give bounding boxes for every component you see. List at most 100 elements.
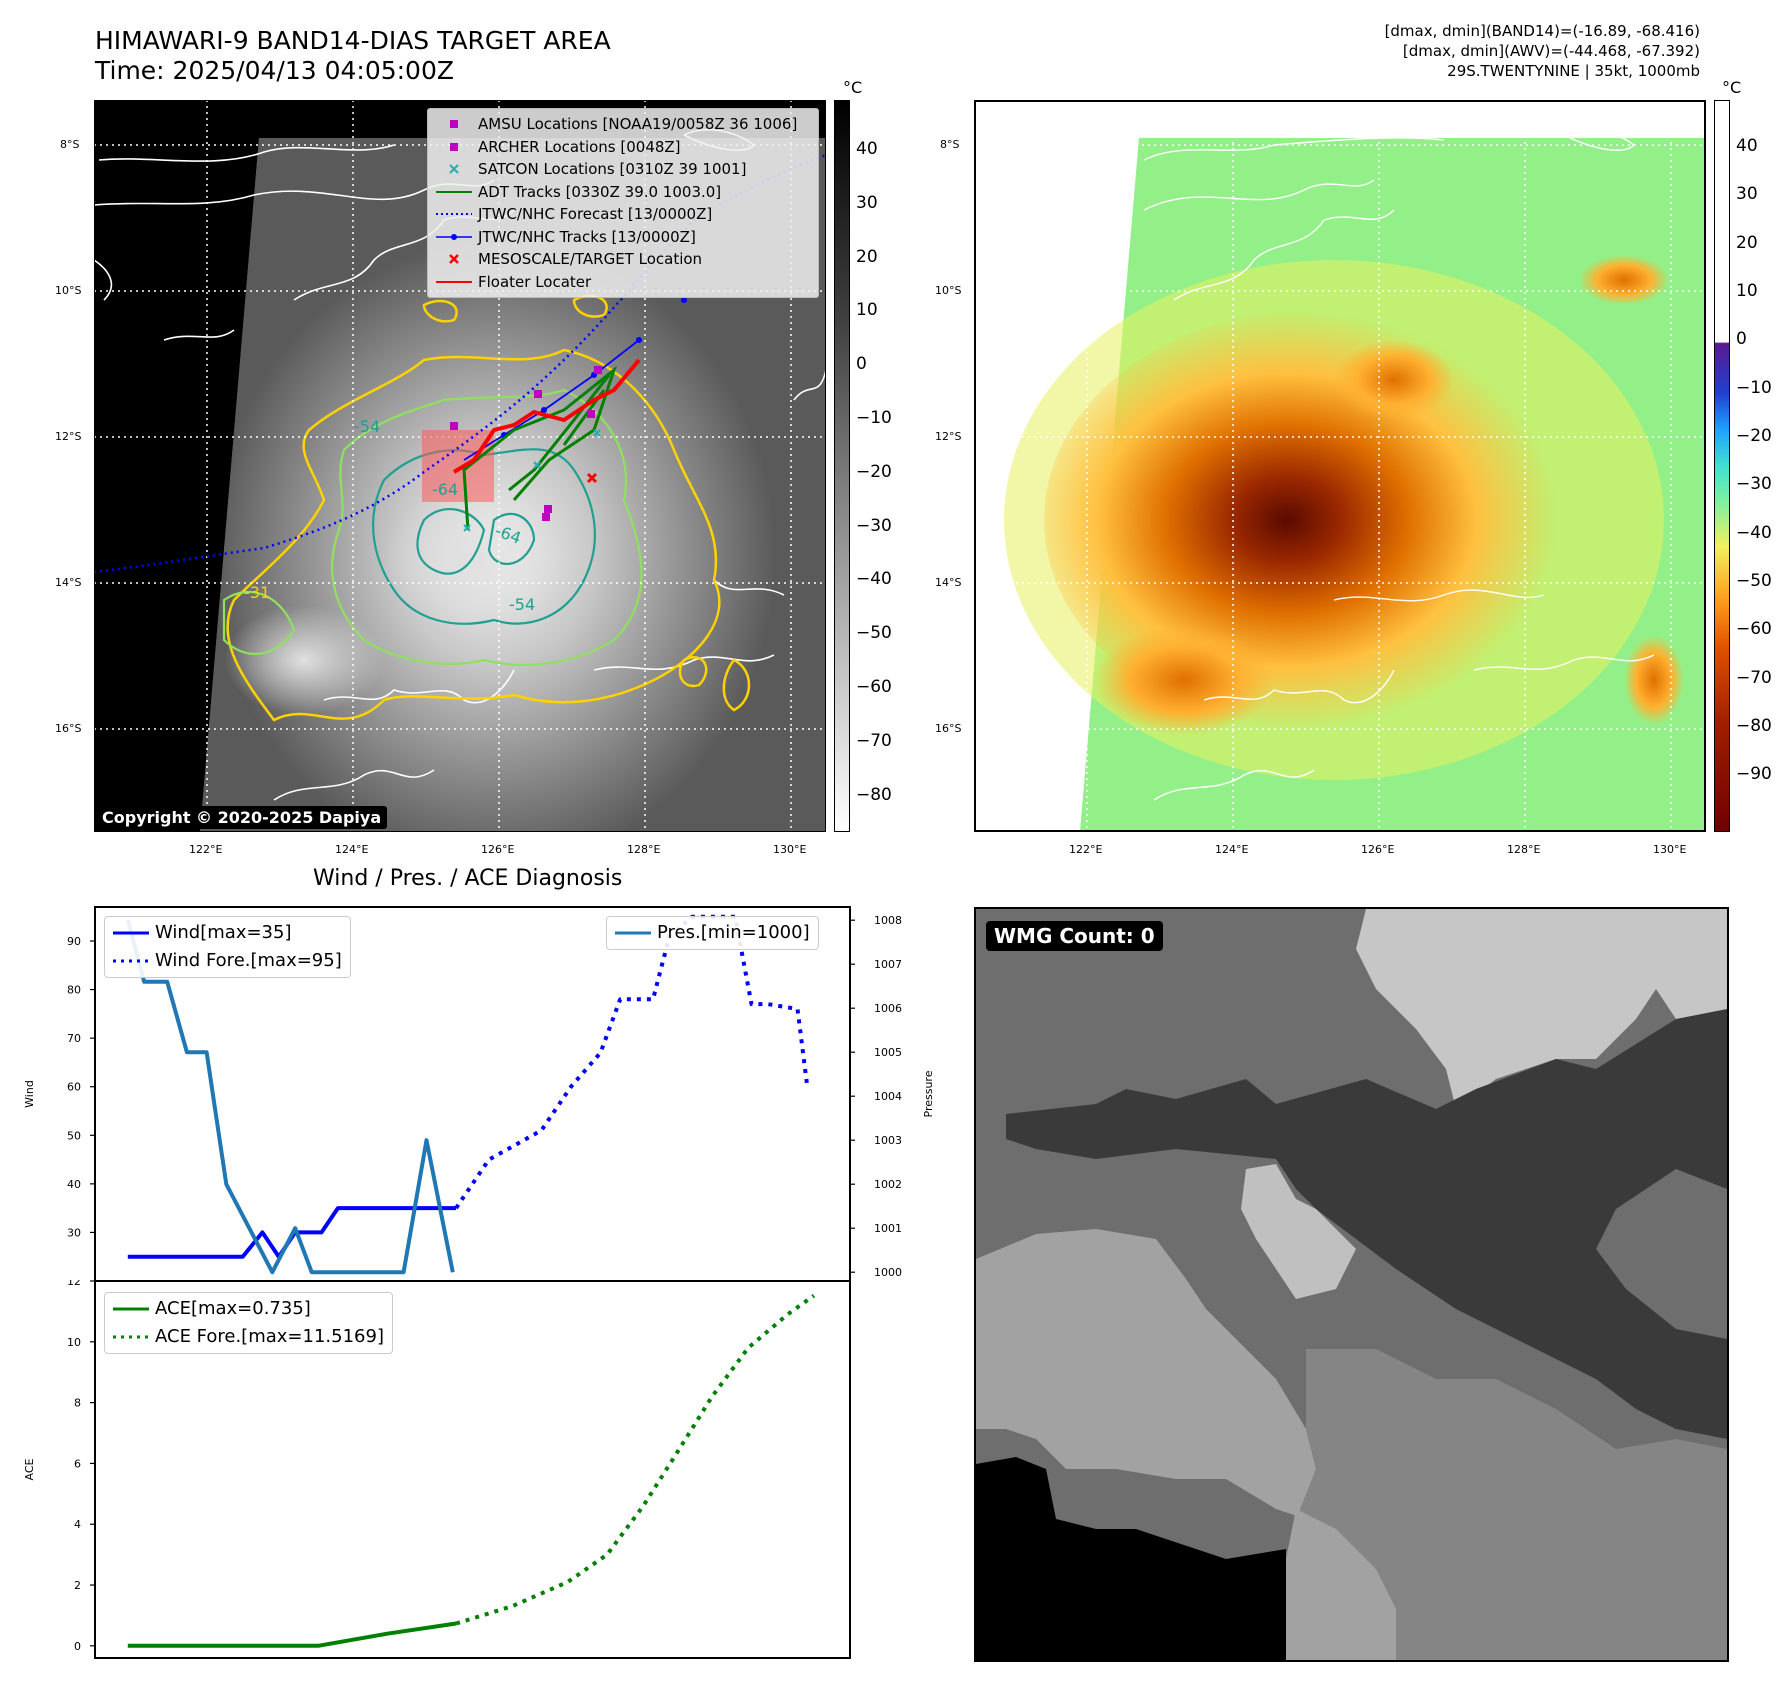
gray-colorbar-tick-2: 20 xyxy=(856,246,878,267)
gray-colorbar-tick-12: −80 xyxy=(856,784,892,805)
awv-cell-se xyxy=(1624,635,1684,725)
color-colorbar-tick-0: 40 xyxy=(1736,136,1758,157)
legend-jtwc-forecast: JTWC/NHC Forecast [13/0000Z] xyxy=(436,205,713,223)
stats-storm: 29S.TWENTYNINE | 35kt, 1000mb xyxy=(1447,62,1700,80)
contours-green xyxy=(222,388,643,666)
ace-ytick-5: 10 xyxy=(67,1336,81,1349)
wmg-region-bright-mid xyxy=(1241,1164,1356,1299)
legend-amsu: AMSU Locations [NOAA19/0058Z 36 1006] xyxy=(434,113,810,136)
pressure-legend-obs: Pres.[min=1000] xyxy=(615,922,810,943)
gray-colorbar-tick-7: −30 xyxy=(856,515,892,536)
awv-map-panel xyxy=(974,100,1706,832)
color-colorbar-unit: °C xyxy=(1722,78,1742,97)
legend-mesoscale: MESOSCALE/TARGET Location xyxy=(434,248,810,271)
lon-label-128: 128°E xyxy=(627,843,661,856)
color-colorbar-tick-9: −50 xyxy=(1736,570,1772,591)
lon-label-124: 124°E xyxy=(335,843,369,856)
wind-y2tick-5: 1005 xyxy=(874,1046,902,1059)
gray-colorbar-tick-6: −20 xyxy=(856,461,892,482)
main-title-line1: HIMAWARI-9 BAND14-DIAS TARGET AREA xyxy=(95,26,611,55)
awv-lon-124: 124°E xyxy=(1215,843,1249,856)
lon-label-126: 126°E xyxy=(481,843,515,856)
wind-series-2 xyxy=(125,919,455,1275)
diagnosis-title: Wind / Pres. / ACE Diagnosis xyxy=(313,866,623,891)
color-colorbar-tick-1: 30 xyxy=(1736,184,1758,205)
wind-ytick-6: 90 xyxy=(67,935,81,948)
wind-series-1 xyxy=(454,914,810,1210)
color-colorbar xyxy=(1714,100,1730,832)
wind-ytick-2: 50 xyxy=(67,1129,81,1142)
awv-gridlines xyxy=(974,100,1706,832)
wind-ytick-1: 40 xyxy=(67,1178,81,1191)
awv-core xyxy=(1044,310,1584,730)
gray-colorbar-tick-11: −70 xyxy=(856,730,892,751)
ace-series-0 xyxy=(127,1621,457,1648)
legend-floater: Floater Locater xyxy=(436,272,592,291)
contour-label-4: -54 xyxy=(509,595,535,614)
wind-y2label: Pressure xyxy=(922,1070,935,1117)
gray-colorbar-tick-10: −60 xyxy=(856,677,892,698)
color-colorbar-tick-3: 10 xyxy=(1736,281,1758,302)
wmg-image xyxy=(976,909,1727,1660)
wind-ylabel: Wind xyxy=(23,1080,36,1108)
ace-series-1 xyxy=(455,1293,816,1626)
color-colorbar-tick-10: −60 xyxy=(1736,619,1772,640)
awv-lat-10s: 10°S xyxy=(935,284,962,297)
ace-legend-obs: ACE[max=0.735] xyxy=(113,1298,311,1319)
ir-map-panel: -54 -64 -64 -54 -31 AMSU Locations [NOAA… xyxy=(93,100,827,832)
wind-ytick-5: 80 xyxy=(67,984,81,997)
ir-cloud-cell-core xyxy=(384,485,564,635)
contour-label-5: -31 xyxy=(244,583,270,602)
satcon-marks xyxy=(463,429,601,532)
ace-frame xyxy=(94,1280,851,1659)
color-colorbar-tick-4: 0 xyxy=(1736,329,1747,350)
wind-ytick-0: 30 xyxy=(67,1226,81,1239)
stats-band14: [dmax, dmin](BAND14)=(-16.89, -68.416) xyxy=(1384,22,1700,40)
ace-ytick-3: 6 xyxy=(74,1457,81,1470)
wmg-region-bright-top xyxy=(1356,909,1727,1109)
awv-map xyxy=(974,100,1706,832)
awv-lon-128: 128°E xyxy=(1507,843,1541,856)
floater-locater xyxy=(452,358,641,474)
ir-cloud-cell-sw xyxy=(224,605,384,715)
awv-cell-far-ne xyxy=(1579,255,1669,305)
lon-label-130: 130°E xyxy=(773,843,807,856)
jtwc-forecast-track xyxy=(93,153,827,574)
ace-ytick-6: 12 xyxy=(67,1280,81,1288)
ir-map-frame xyxy=(94,100,826,832)
wind-y2tick-2: 1002 xyxy=(874,1178,902,1191)
main-title-line2: Time: 2025/04/13 04:05:00Z xyxy=(95,56,454,85)
wmg-count-badge: WMG Count: 0 xyxy=(986,921,1163,951)
ace-ylabel: ACE xyxy=(23,1458,36,1480)
awv-lat-12s: 12°S xyxy=(935,430,962,443)
ace-ytick-2: 4 xyxy=(74,1518,81,1531)
gray-colorbar-tick-9: −50 xyxy=(856,623,892,644)
gray-colorbar xyxy=(834,100,850,832)
wind-y2tick-7: 1007 xyxy=(874,958,902,971)
wind-y2tick-0: 1000 xyxy=(874,1266,902,1279)
lat-label-8s: 8°S xyxy=(60,138,80,151)
gray-colorbar-tick-1: 30 xyxy=(856,192,878,213)
wind-y2tick-4: 1004 xyxy=(874,1090,902,1103)
gray-colorbar-tick-0: 40 xyxy=(856,139,878,160)
gray-colorbar-tick-3: 10 xyxy=(856,300,878,321)
fix-squares xyxy=(450,366,602,521)
wind-y2tick-8: 1008 xyxy=(874,914,902,927)
legend-satcon: SATCON Locations [0310Z 39 1001] xyxy=(434,158,810,181)
legend-archer: ARCHER Locations [0048Z] xyxy=(434,136,810,159)
awv-lat-8s: 8°S xyxy=(940,138,960,151)
ace-ytick-4: 8 xyxy=(74,1397,81,1410)
awv-lon-126: 126°E xyxy=(1361,843,1395,856)
wind-pressure-chart: 30 40 50 60 70 80 90 1000 1001 1002 1003 1004 1005 10… xyxy=(23,906,935,1282)
wmg-region-light-gray xyxy=(976,1229,1316,1519)
wind-legend: Wind[max=35] Wind Fore.[max=95] xyxy=(104,916,351,978)
wind-ytick-3: 60 xyxy=(67,1081,81,1094)
wmg-region-black xyxy=(976,1457,1286,1660)
legend-jtwc-tracks: JTWC/NHC Tracks [13/0000Z] xyxy=(434,226,810,249)
lat-label-12s: 12°S xyxy=(55,430,82,443)
wind-ytick-4: 70 xyxy=(67,1032,81,1045)
color-colorbar-tick-2: 20 xyxy=(1736,232,1758,253)
awv-cell-sw xyxy=(1094,625,1274,735)
awv-lat-14s: 14°S xyxy=(935,576,962,589)
awv-lon-122: 122°E xyxy=(1069,843,1103,856)
